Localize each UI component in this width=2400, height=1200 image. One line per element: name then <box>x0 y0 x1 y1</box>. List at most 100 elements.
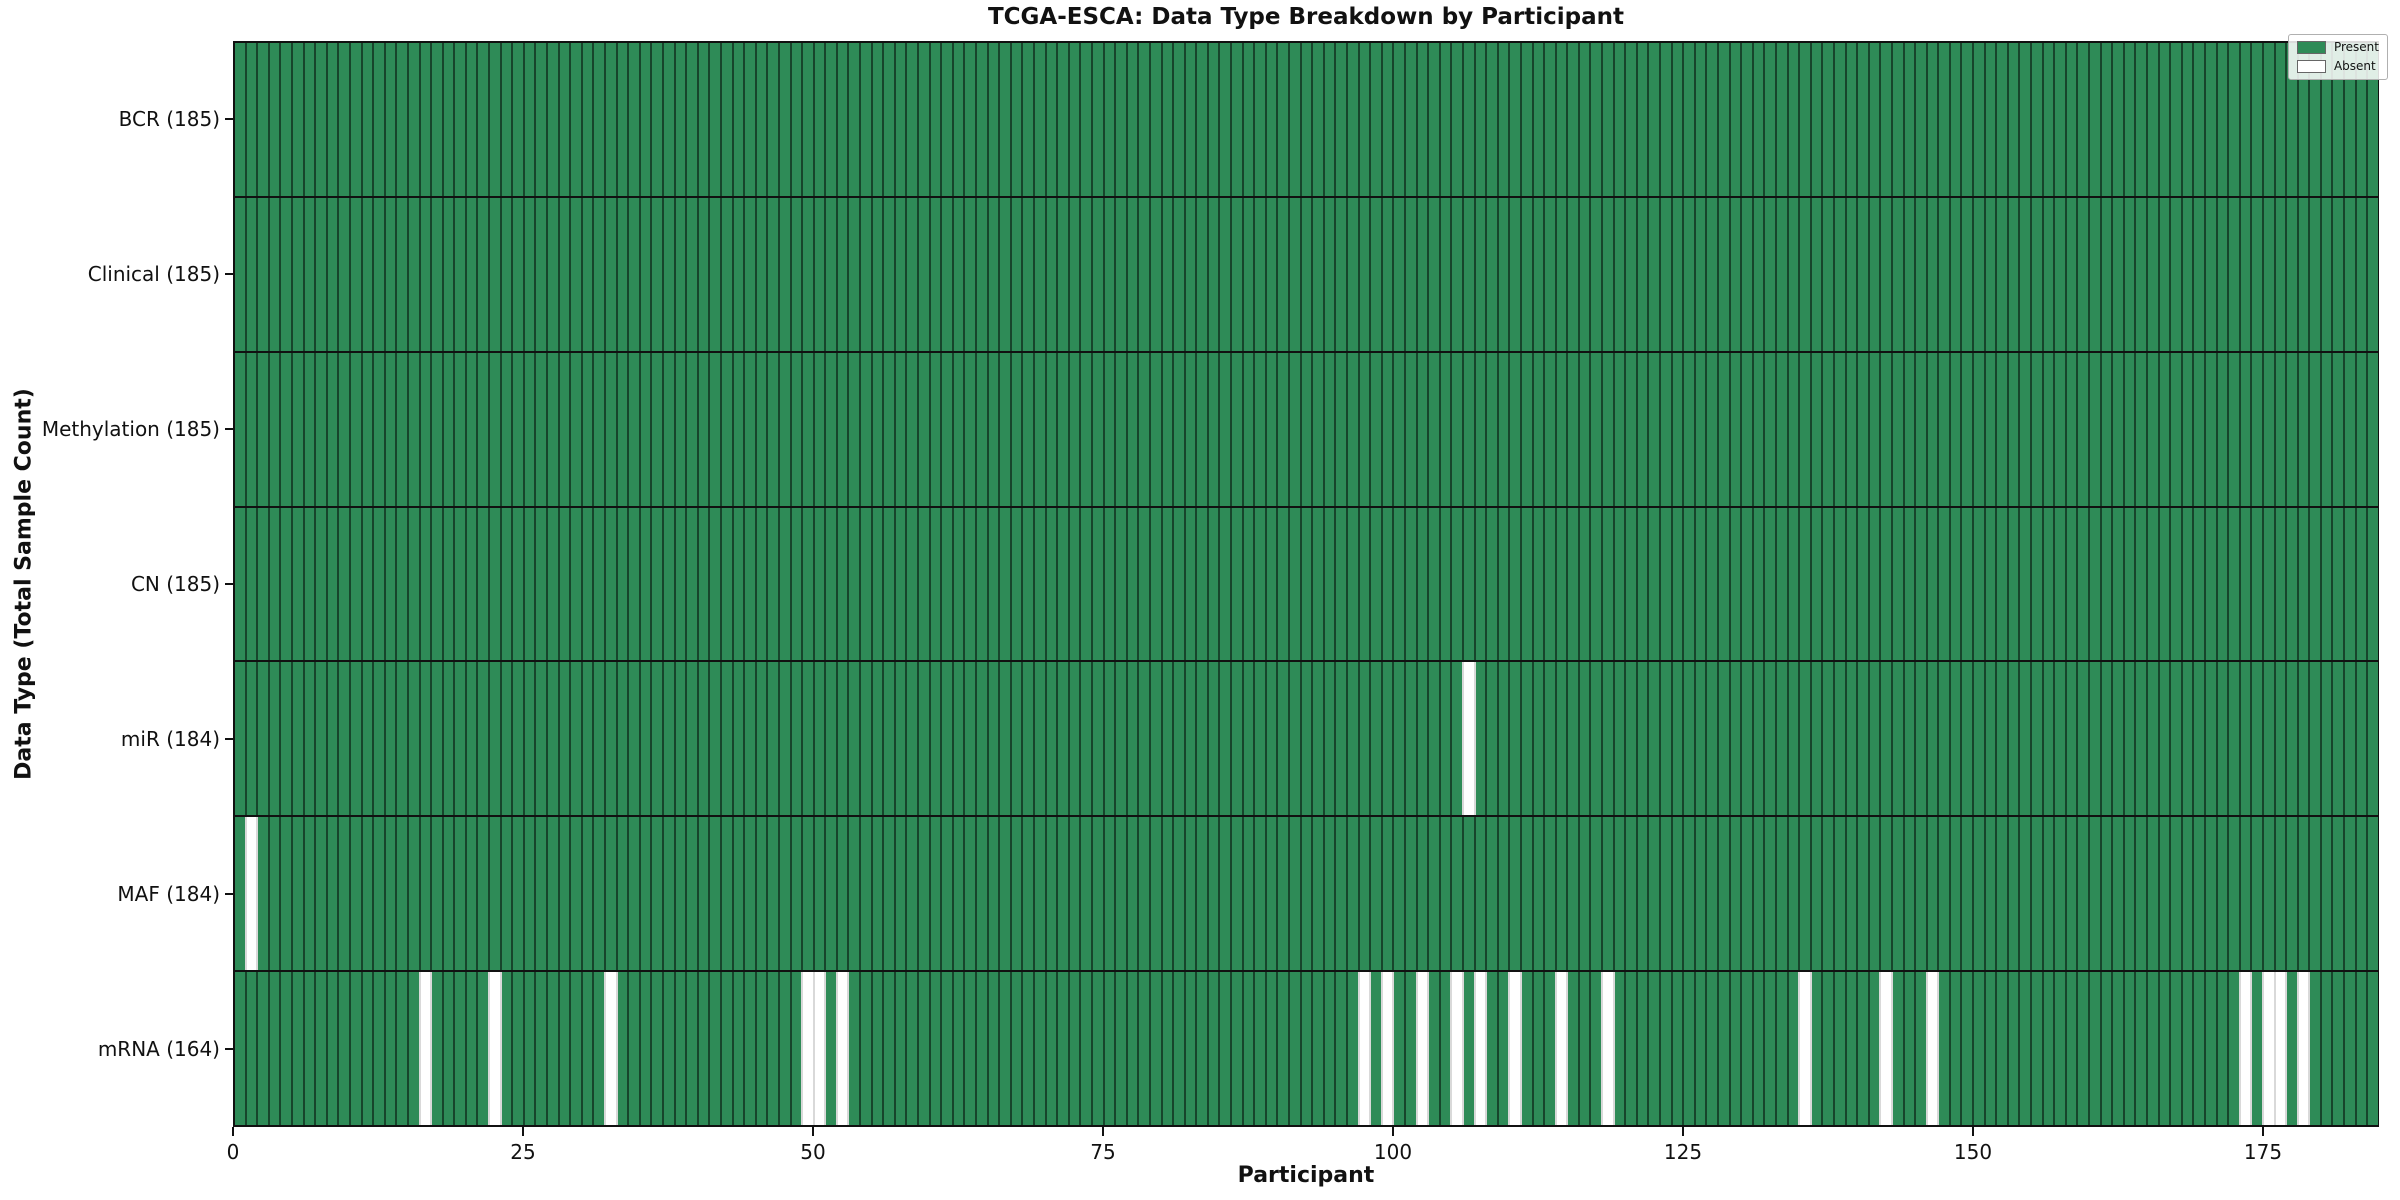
cell <box>2122 662 2135 816</box>
cell <box>2053 43 2065 196</box>
cell <box>580 352 593 506</box>
cell <box>464 352 477 506</box>
cell <box>1856 662 1868 816</box>
cell <box>870 817 883 971</box>
cell <box>708 972 720 1126</box>
cell <box>2030 507 2042 661</box>
cell <box>534 197 547 351</box>
cell <box>917 43 929 196</box>
cell <box>2134 507 2146 661</box>
cell <box>719 507 732 661</box>
cell <box>418 817 431 971</box>
cell <box>1508 43 1520 196</box>
cell <box>256 352 268 506</box>
cell <box>1774 662 1787 816</box>
cell <box>1427 507 1439 661</box>
cell <box>1740 43 1752 196</box>
cell <box>1960 662 1973 816</box>
cell <box>2250 817 2262 971</box>
cell <box>2111 817 2123 971</box>
cell <box>1473 352 1486 506</box>
cell <box>2041 197 2054 351</box>
cell <box>905 972 918 1126</box>
cell <box>1879 197 1891 351</box>
cell <box>1334 43 1346 196</box>
cell <box>256 817 268 971</box>
cell <box>2343 43 2355 196</box>
cell <box>1241 197 1254 351</box>
cell <box>2122 197 2135 351</box>
cell <box>441 972 454 1126</box>
cell <box>1114 197 1126 351</box>
cell <box>719 972 732 1126</box>
cell <box>1508 662 1520 816</box>
cell <box>1218 43 1231 196</box>
x-tick-mark <box>522 1127 524 1136</box>
cell <box>1902 43 1915 196</box>
cell <box>2319 352 2332 506</box>
cell <box>1334 972 1346 1126</box>
cell <box>1206 972 1219 1126</box>
cell <box>1206 662 1219 816</box>
cell <box>1531 662 1544 816</box>
cell <box>1427 352 1439 506</box>
cell <box>1403 43 1416 196</box>
cell <box>546 972 558 1126</box>
legend-label-absent: Absent <box>2333 59 2376 73</box>
cell <box>1647 972 1660 1126</box>
cell <box>348 972 361 1126</box>
cell <box>1751 972 1764 1126</box>
cell <box>615 43 628 196</box>
cell <box>1485 817 1497 971</box>
cell <box>2331 43 2344 196</box>
cell <box>1427 817 1439 971</box>
cell <box>1554 817 1567 971</box>
cell <box>2215 662 2228 816</box>
cell <box>453 197 465 351</box>
cell <box>2238 817 2251 971</box>
cell <box>2227 507 2239 661</box>
cell <box>1288 352 1300 506</box>
cell <box>1972 817 1984 971</box>
cell <box>1635 197 1648 351</box>
cell <box>557 507 570 661</box>
cell <box>650 817 662 971</box>
cell <box>2227 197 2239 351</box>
cell <box>1450 817 1462 971</box>
cell <box>1566 43 1578 196</box>
cell <box>1079 662 1091 816</box>
cell <box>1948 817 1961 971</box>
cell <box>2099 662 2112 816</box>
cell <box>1160 43 1173 196</box>
cell <box>1369 507 1381 661</box>
cell <box>1624 197 1636 351</box>
cell <box>1021 507 1033 661</box>
cell <box>2250 197 2262 351</box>
cell <box>1832 662 1845 816</box>
cell <box>685 43 697 196</box>
cell <box>2145 662 2158 816</box>
cell <box>882 817 894 971</box>
cell <box>1508 197 1520 351</box>
cell <box>1589 817 1602 971</box>
cell <box>395 507 407 661</box>
cell <box>2099 197 2112 351</box>
cell <box>824 352 836 506</box>
cell <box>1090 43 1103 196</box>
cell <box>789 197 802 351</box>
cell <box>2238 352 2251 506</box>
cell <box>1056 352 1068 506</box>
cell <box>1554 972 1567 1126</box>
cell <box>754 352 767 506</box>
cell <box>1821 197 1833 351</box>
cell <box>627 662 639 816</box>
cell <box>1450 662 1462 816</box>
cell <box>244 197 257 351</box>
cell <box>2145 43 2158 196</box>
cell <box>1079 43 1091 196</box>
cell <box>1566 507 1578 661</box>
cell <box>1195 352 1207 506</box>
cell <box>1774 507 1787 661</box>
cell <box>2041 817 2054 971</box>
cell <box>1137 662 1149 816</box>
